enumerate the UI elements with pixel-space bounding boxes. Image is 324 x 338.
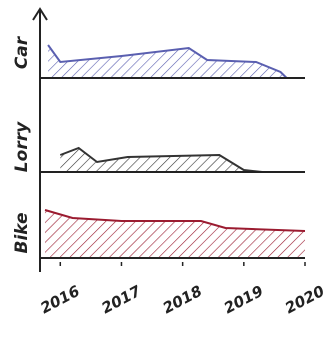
series-label: Bike (12, 212, 32, 253)
ridge-line (44, 209, 306, 232)
ridge-line (47, 44, 288, 79)
x-tick-label: 2019 (221, 282, 266, 317)
x-tick-label: 2017 (99, 282, 145, 318)
area (48, 45, 287, 78)
series-label: Car (12, 35, 32, 69)
x-tick-label: 2018 (160, 282, 205, 317)
area (60, 148, 263, 172)
ridge-line (59, 146, 263, 173)
x-tick-label: 2020 (282, 282, 324, 317)
series-label: Lorry (12, 121, 32, 172)
axis-arrow (32, 7, 48, 21)
x-tick-label: 2016 (37, 282, 82, 317)
area (45, 210, 305, 258)
